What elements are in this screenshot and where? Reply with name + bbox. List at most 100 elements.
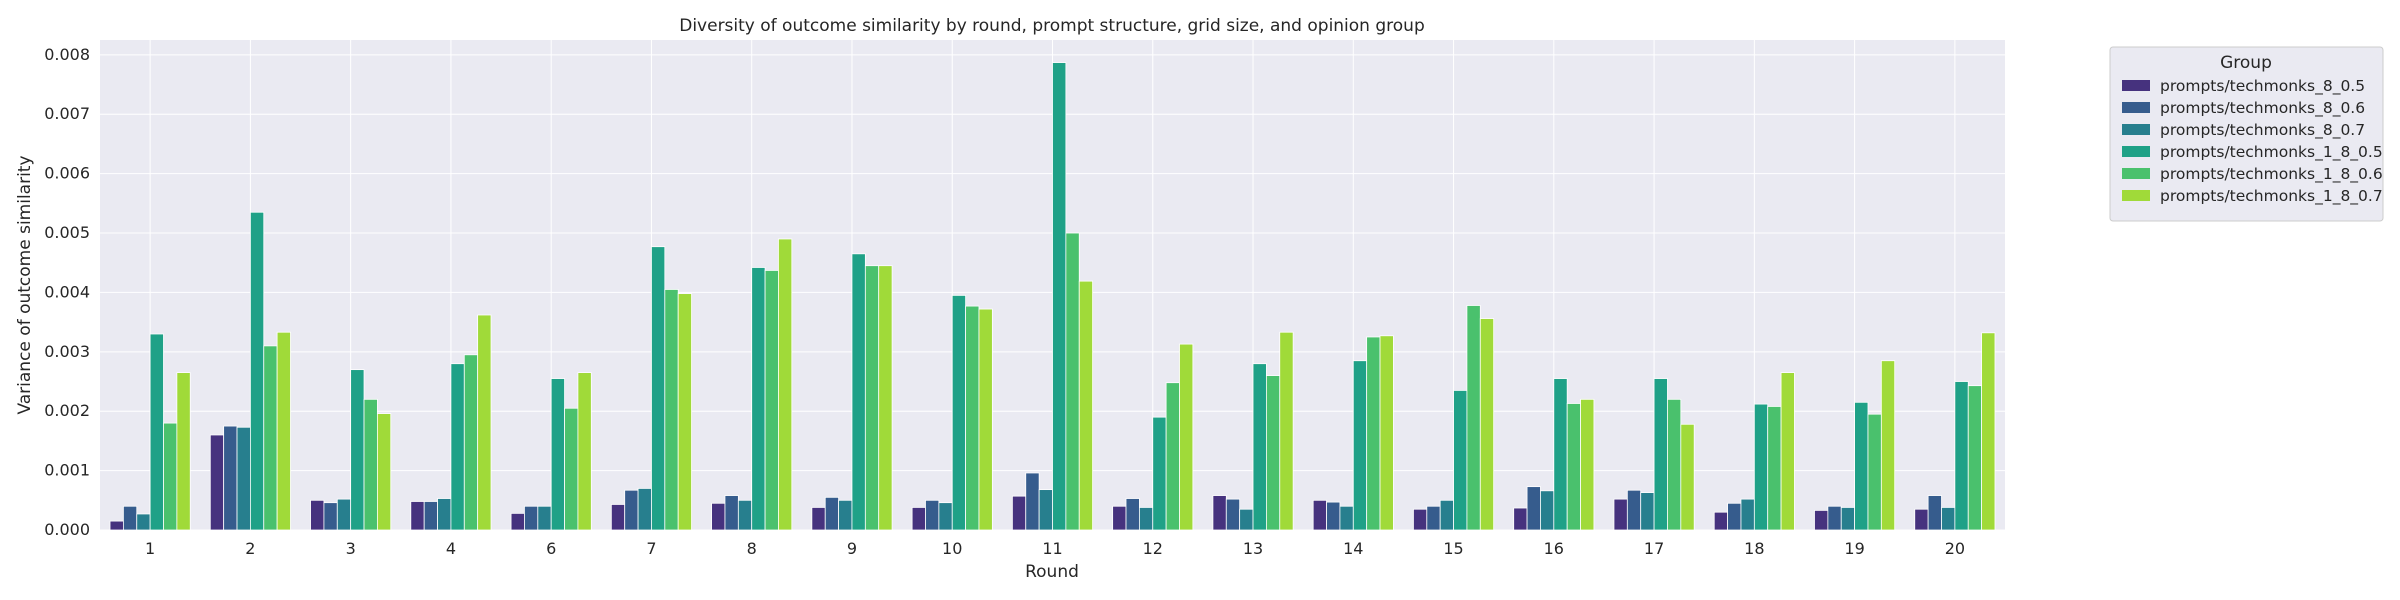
y-tick-label: 0.006	[44, 164, 90, 183]
bar	[965, 305, 980, 531]
y-axis-label: Variance of outcome similarity	[15, 155, 35, 414]
bar	[323, 502, 338, 531]
legend-label: prompts/techmonks_8_0.5	[2160, 77, 2365, 96]
bar	[410, 501, 425, 531]
bar	[310, 499, 325, 531]
bar	[811, 507, 826, 531]
bar	[1927, 495, 1942, 531]
bar	[524, 505, 539, 531]
bar	[1152, 416, 1167, 531]
bar	[1052, 62, 1067, 531]
bar	[1854, 401, 1869, 531]
bar	[176, 372, 191, 531]
bar	[1553, 378, 1568, 531]
bar	[664, 289, 679, 531]
bar	[1165, 382, 1180, 531]
bars	[109, 62, 1996, 531]
bar	[1740, 498, 1755, 531]
bar	[1941, 507, 1956, 531]
legend-label: prompts/techmonks_1_8_0.7	[2160, 187, 2383, 206]
bar	[851, 253, 866, 531]
bar	[209, 434, 225, 531]
legend-swatch	[2122, 190, 2150, 201]
bar	[1038, 489, 1053, 531]
bar	[1326, 501, 1341, 531]
legend-title: Group	[2220, 53, 2272, 73]
bar	[925, 499, 940, 531]
bar	[724, 495, 739, 531]
bar	[1312, 499, 1327, 531]
bar	[1025, 472, 1040, 531]
y-tick-label: 0.007	[44, 104, 90, 123]
bar	[122, 505, 138, 531]
bar	[510, 512, 525, 531]
legend-label: prompts/techmonks_1_8_0.5	[2160, 143, 2383, 162]
bar	[1640, 492, 1655, 531]
bar	[1011, 495, 1027, 531]
bar	[1981, 332, 1996, 531]
y-tick-label: 0.004	[44, 282, 90, 301]
bar	[1453, 390, 1468, 531]
x-axis-label: Round	[1025, 562, 1079, 582]
bar	[1880, 360, 1896, 531]
bar	[1814, 509, 1829, 531]
bar	[737, 499, 753, 531]
bar	[864, 265, 880, 531]
bar	[1479, 318, 1495, 531]
bar	[1566, 403, 1581, 531]
bar	[1439, 499, 1454, 531]
bar	[1466, 305, 1481, 531]
bar	[778, 238, 793, 531]
bar	[276, 331, 291, 531]
bar	[1225, 498, 1241, 531]
x-tick-label: 19	[1844, 539, 1864, 558]
bar	[838, 499, 853, 531]
x-tick-label: 2	[245, 539, 255, 558]
bar	[1279, 331, 1294, 531]
bar	[423, 501, 438, 531]
bar	[1179, 343, 1194, 531]
bar	[824, 496, 840, 531]
bar	[1540, 490, 1555, 531]
bar	[1867, 413, 1882, 531]
bar	[1513, 507, 1528, 531]
bar	[1780, 372, 1795, 531]
bar	[1065, 232, 1080, 531]
bar	[149, 333, 164, 531]
x-tick-label: 6	[546, 539, 556, 558]
x-tick-label: 20	[1945, 539, 1965, 558]
y-tick-label: 0.000	[44, 520, 90, 539]
y-tick-label: 0.001	[44, 461, 90, 480]
bar	[1954, 381, 1969, 531]
bar	[350, 369, 365, 531]
y-tick-labels: 0.000 0.001 0.002 0.003 0.004 0.005 0.006 0.007…	[44, 45, 90, 539]
legend-box	[2109, 46, 2384, 222]
bar	[1138, 507, 1154, 531]
y-tick-label: 0.005	[44, 223, 90, 242]
legend-label: prompts/techmonks_8_0.6	[2160, 99, 2365, 118]
bar	[624, 489, 639, 531]
bar	[477, 314, 492, 531]
bar	[764, 270, 779, 531]
bar	[1112, 505, 1127, 531]
bar	[1212, 495, 1227, 531]
legend-items: prompts/techmonks_8_0.5 prompts/techmonks…	[2122, 77, 2383, 206]
bar	[1667, 398, 1682, 531]
bar	[637, 488, 652, 531]
bar	[911, 507, 926, 531]
bar	[1914, 508, 1929, 531]
chart-title: Diversity of outcome similarity by round…	[679, 16, 1425, 36]
bar	[651, 246, 666, 531]
bar	[978, 308, 993, 531]
bar	[564, 407, 579, 531]
bar	[677, 293, 692, 531]
x-tick-label: 11	[1042, 539, 1062, 558]
bar	[249, 211, 265, 531]
x-tick-label: 7	[646, 539, 656, 558]
x-tick-label: 3	[346, 539, 356, 558]
bar	[1580, 398, 1595, 531]
bar	[1727, 502, 1742, 531]
legend-swatch	[2122, 80, 2150, 91]
bar	[223, 425, 238, 531]
bar	[437, 498, 452, 531]
